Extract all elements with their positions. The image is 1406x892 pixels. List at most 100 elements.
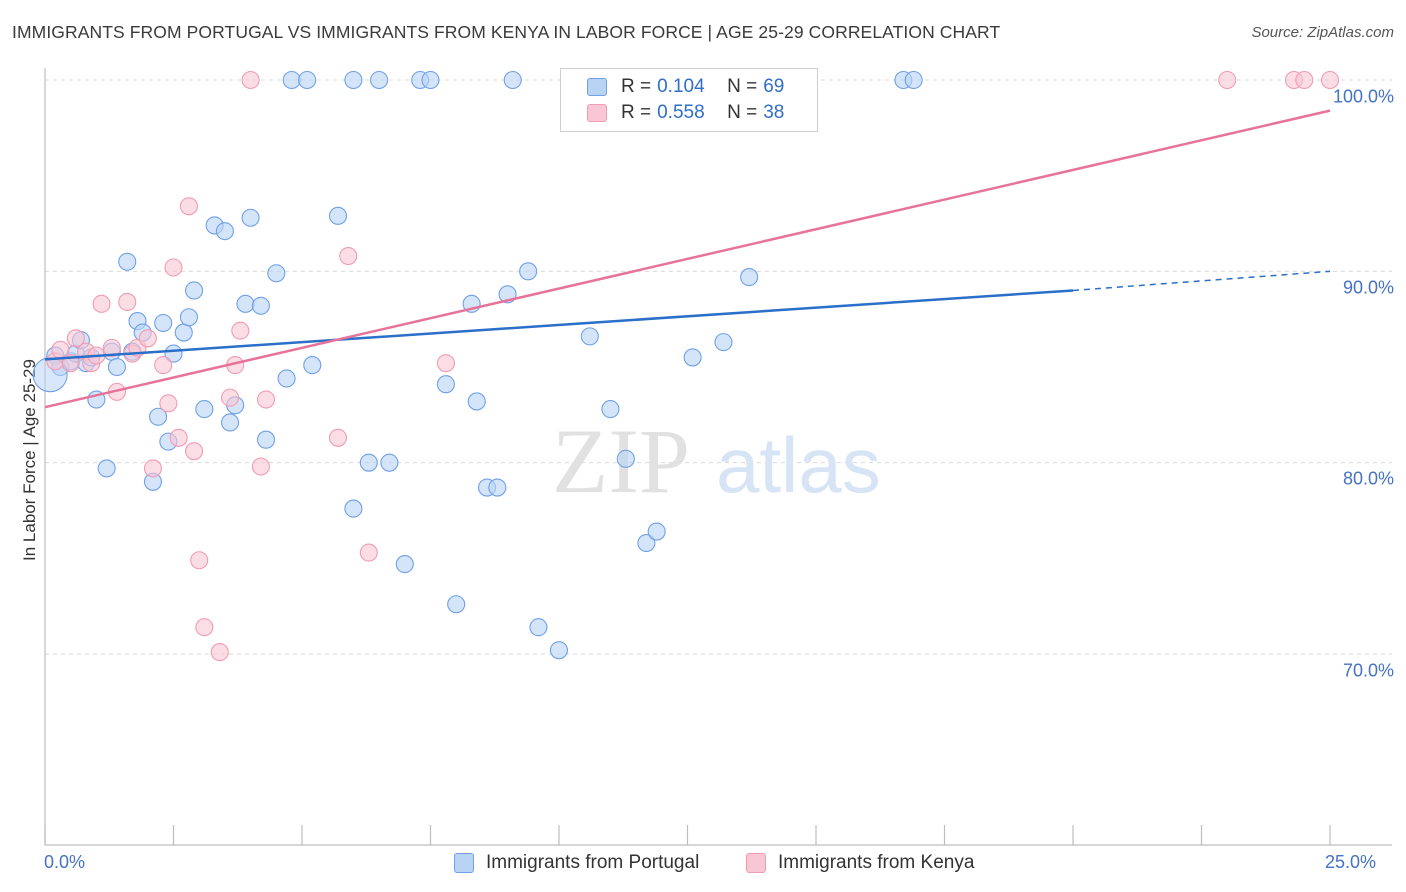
r-value: 0.104 — [657, 76, 705, 97]
kenya-point — [159, 394, 178, 413]
chart-title: IMMIGRANTS FROM PORTUGAL VS IMMIGRANTS F… — [12, 22, 1001, 42]
x-tick-label: 0.0% — [44, 852, 86, 872]
portugal-point — [256, 430, 276, 449]
chart-source: Source: ZipAtlas.com — [1251, 24, 1394, 41]
portugal-point — [580, 327, 599, 346]
y-tick-label: 80.0% — [1342, 468, 1394, 489]
portugal-swatch — [587, 78, 607, 96]
r-label: R = — [621, 76, 652, 97]
kenya-point — [138, 329, 157, 348]
kenya-point — [179, 197, 198, 216]
portugal-point — [277, 369, 296, 388]
kenya-point — [143, 459, 162, 478]
portugal-point — [647, 522, 666, 541]
kenya-point — [66, 329, 85, 348]
portugal-point — [303, 356, 322, 375]
portugal-point — [154, 313, 173, 333]
portugal-point — [447, 595, 466, 614]
portugal-point — [904, 70, 923, 90]
portugal-point — [714, 333, 733, 352]
portugal-point — [529, 618, 548, 637]
portugal-point — [97, 459, 116, 478]
kenya-point — [241, 70, 260, 90]
kenya-point — [1295, 70, 1314, 90]
legend-label: Immigrants from Portugal — [486, 852, 700, 873]
portugal-point — [298, 70, 317, 90]
r-value: 0.558 — [657, 102, 705, 123]
kenya-point — [190, 551, 209, 570]
kenya-point — [102, 338, 121, 357]
portugal-point — [195, 400, 214, 419]
n-value: 38 — [763, 102, 785, 123]
portugal-point — [421, 70, 440, 90]
portugal-point — [118, 252, 137, 271]
kenya-swatch — [587, 104, 607, 122]
kenya-trend-line — [44, 109, 1331, 409]
portugal-point — [282, 70, 301, 90]
portugal-point — [637, 533, 656, 553]
portugal-point — [220, 413, 240, 432]
kenya-point — [231, 321, 250, 340]
portugal-point — [251, 296, 270, 315]
portugal-point — [370, 70, 389, 90]
kenya-point — [251, 457, 270, 476]
series-legend: Immigrants from Portugal Immigrants from… — [0, 852, 1406, 878]
portugal-point — [436, 375, 455, 394]
portugal-point — [683, 348, 702, 367]
portugal-point — [467, 392, 486, 411]
portugal-point — [488, 478, 507, 497]
portugal-point — [549, 641, 569, 660]
legend-item-kenya: Immigrants from Kenya — [746, 852, 974, 874]
kenya-point — [339, 246, 358, 266]
r-label: R = — [621, 102, 652, 123]
kenya-point — [118, 292, 137, 311]
legend-row-kenya: R = 0.558 N = 38 — [587, 101, 784, 125]
portugal-point — [185, 281, 204, 300]
n-label: N = — [727, 102, 758, 123]
y-tick-label: 100.0% — [1332, 86, 1394, 107]
kenya-point — [220, 388, 240, 407]
portugal-point — [328, 206, 348, 225]
portugal-point — [149, 407, 168, 426]
kenya-point — [185, 442, 204, 461]
portugal-point — [241, 208, 260, 227]
portugal-point — [740, 268, 759, 287]
portugal-point — [359, 453, 378, 472]
kenya-point — [210, 643, 229, 662]
kenya-point — [436, 354, 455, 373]
portugal-point — [267, 264, 286, 283]
kenya-point — [1320, 70, 1340, 90]
portugal-point — [344, 499, 363, 518]
portugal-point — [380, 453, 399, 472]
kenya-point — [359, 543, 378, 562]
portugal-point — [601, 400, 620, 419]
n-value: 69 — [763, 76, 785, 97]
portugal-trend-extension — [1072, 270, 1331, 292]
x-tick-label: 25.0% — [1325, 852, 1377, 872]
portugal-point — [395, 555, 414, 574]
legend-label: Immigrants from Kenya — [778, 852, 975, 873]
legend-row-portugal: R = 0.104 N = 69 — [587, 75, 784, 99]
kenya-point — [169, 428, 188, 447]
kenya-point — [92, 294, 111, 313]
portugal-point — [179, 308, 198, 327]
kenya-point — [1218, 70, 1237, 90]
y-tick-label: 90.0% — [1342, 277, 1394, 298]
legend-item-portugal: Immigrants from Portugal — [454, 852, 699, 874]
kenya-point — [164, 258, 183, 277]
kenya-point — [154, 356, 173, 375]
correlation-legend: R = 0.104 N = 69 R = 0.558 N = 38 — [560, 68, 818, 132]
kenya-point — [195, 618, 214, 637]
y-tick-label: 70.0% — [1342, 660, 1394, 681]
kenya-point — [256, 390, 276, 409]
kenya-point — [328, 428, 348, 447]
kenya-swatch — [746, 853, 766, 873]
portugal-point — [215, 222, 234, 241]
portugal-trend-line — [44, 289, 1074, 361]
portugal-point — [174, 323, 193, 342]
portugal-point — [616, 449, 635, 468]
portugal-point — [107, 357, 127, 377]
portugal-point — [344, 70, 363, 90]
portugal-point — [236, 294, 255, 313]
